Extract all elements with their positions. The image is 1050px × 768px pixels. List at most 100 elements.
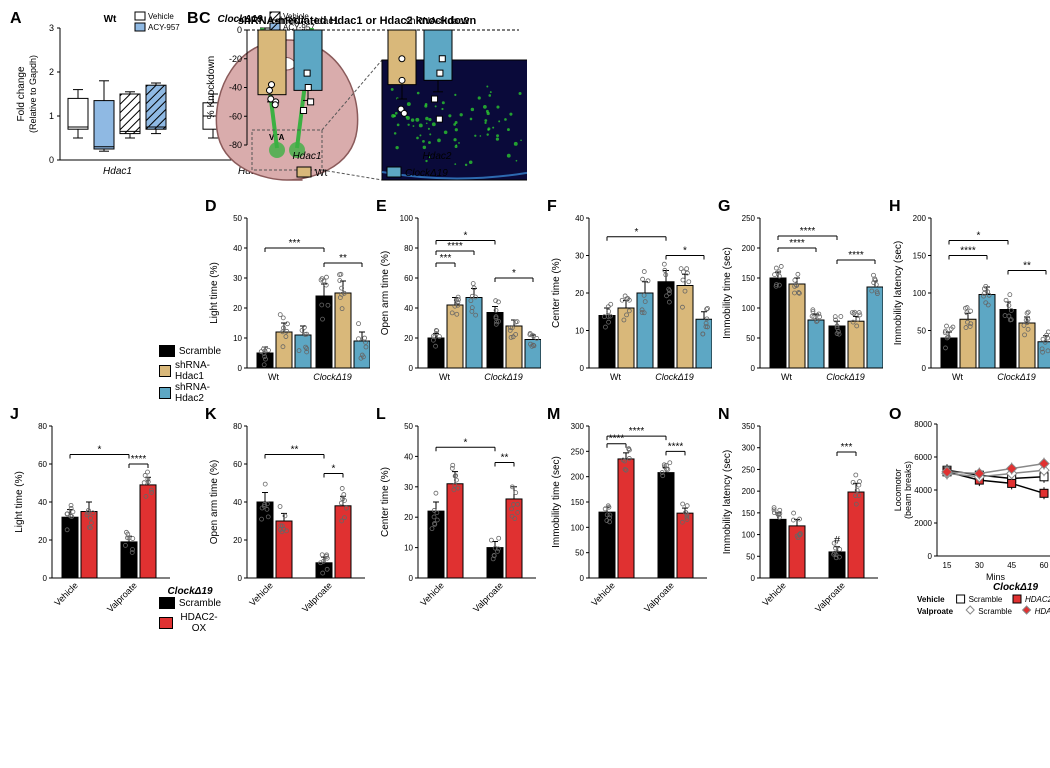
figure-grid: A 0123Fold change(Relative to Gapdh)WtCl…: [10, 10, 1040, 626]
svg-text:Vehicle: Vehicle: [52, 580, 80, 608]
svg-text:shRNA-Hdac1: shRNA-Hdac1: [275, 16, 339, 27]
svg-text:0: 0: [238, 574, 243, 583]
svg-text:2: 2: [49, 67, 54, 77]
svg-text:HDAC2-OX: HDAC2-OX: [1025, 595, 1050, 604]
svg-text:Open arm time (%): Open arm time (%): [209, 460, 220, 544]
svg-text:*: *: [464, 437, 468, 448]
svg-text:100: 100: [571, 523, 585, 532]
panel-L: L 01020304050Center time (%)***VehicleVa…: [376, 406, 541, 626]
barplot-K: 020406080Open arm time (%)***VehicleValp…: [205, 406, 370, 626]
panel-F: F 010203040Center time (%)**WtClockΔ19: [547, 198, 712, 398]
panel-G: G 050100150200250Immobility time (sec)**…: [718, 198, 883, 398]
svg-text:Valproate: Valproate: [917, 607, 954, 616]
svg-text:**: **: [1023, 261, 1031, 272]
lineplot-O: 02000400060008000Locomotor(beam breaks)1…: [889, 406, 1050, 626]
panel-B: B shRNA-mediated Hdac1 or Hdac2 knockdow…: [187, 10, 193, 190]
svg-text:8000: 8000: [914, 420, 932, 429]
svg-text:20: 20: [38, 536, 47, 545]
svg-text:**: **: [291, 445, 299, 456]
svg-text:****: ****: [447, 241, 463, 252]
svg-text:#: #: [834, 535, 841, 547]
panel-E: E 020406080100Open arm time (%)*********…: [376, 198, 541, 398]
svg-text:4000: 4000: [914, 486, 932, 495]
svg-text:Vehicle: Vehicle: [760, 580, 788, 608]
svg-text:0: 0: [580, 364, 585, 373]
svg-text:40: 40: [38, 498, 47, 507]
svg-text:-60: -60: [229, 111, 242, 121]
svg-text:100: 100: [400, 214, 414, 223]
svg-text:ClockΔ19: ClockΔ19: [405, 168, 448, 179]
barplot-C: 0-20-40-60-80% KnockdownshRNA-Hdac1shRNA…: [199, 10, 529, 190]
svg-text:****: ****: [131, 454, 147, 465]
svg-text:0: 0: [409, 574, 414, 583]
svg-text:150: 150: [742, 509, 756, 518]
svg-text:Wt: Wt: [952, 372, 963, 382]
svg-text:200: 200: [742, 244, 756, 253]
svg-text:***: ***: [289, 238, 301, 249]
svg-text:10: 10: [404, 544, 413, 553]
barplot-M: 050100150200250300Immobility time (sec)*…: [547, 406, 712, 626]
svg-text:20: 20: [233, 304, 242, 313]
barplot-N: 050100150200250300350Immobility latency …: [718, 406, 883, 626]
svg-text:350: 350: [742, 422, 756, 431]
svg-text:% Knockdown: % Knockdown: [206, 56, 217, 119]
svg-text:*: *: [332, 464, 336, 475]
svg-text:250: 250: [742, 214, 756, 223]
panel-H: H 050100150200Immobility latency (sec)**…: [889, 198, 1050, 398]
svg-text:0: 0: [409, 364, 414, 373]
svg-text:150: 150: [913, 252, 927, 261]
svg-text:60: 60: [404, 274, 413, 283]
svg-text:80: 80: [404, 244, 413, 253]
svg-text:100: 100: [913, 289, 927, 298]
svg-text:45: 45: [1007, 561, 1016, 570]
svg-text:40: 40: [404, 452, 413, 461]
panel-K: K 020406080Open arm time (%)***VehicleVa…: [205, 406, 370, 626]
svg-text:*: *: [683, 246, 687, 257]
svg-text:ACY-957: ACY-957: [148, 23, 180, 32]
svg-text:0: 0: [49, 155, 54, 165]
svg-text:15: 15: [943, 561, 952, 570]
panel-D: D 01020304050Light time (%)*****WtClockΔ…: [205, 198, 370, 398]
svg-text:0: 0: [43, 574, 48, 583]
svg-text:0: 0: [928, 552, 933, 561]
panel-N: N 050100150200250300350Immobility latenc…: [718, 406, 883, 626]
svg-text:300: 300: [571, 422, 585, 431]
panel-C: C 0-20-40-60-80% KnockdownshRNA-Hdac1shR…: [199, 10, 370, 190]
svg-text:Wt: Wt: [104, 14, 117, 25]
barplot-J: 020406080Light time (%)*****VehicleValpr…: [10, 406, 175, 626]
svg-text:Hdac1: Hdac1: [293, 151, 322, 162]
svg-text:20: 20: [404, 513, 413, 522]
svg-text:*: *: [977, 231, 981, 242]
barplot-G: 050100150200250Immobility time (sec)****…: [718, 198, 883, 398]
svg-text:****: ****: [668, 441, 684, 452]
svg-text:80: 80: [233, 422, 242, 431]
svg-text:Valproate: Valproate: [300, 580, 334, 614]
panel-M: M 050100150200250300Immobility time (sec…: [547, 406, 712, 626]
svg-text:Hdac2: Hdac2: [423, 151, 452, 162]
svg-text:300: 300: [742, 444, 756, 453]
svg-text:-80: -80: [229, 140, 242, 150]
panel-label: B: [187, 10, 199, 28]
panel-label: C: [199, 10, 211, 28]
svg-text:200: 200: [571, 473, 585, 482]
svg-text:3: 3: [49, 23, 54, 33]
svg-text:Wt: Wt: [439, 372, 450, 382]
svg-text:Valproate: Valproate: [471, 580, 505, 614]
svg-text:50: 50: [404, 422, 413, 431]
svg-text:Locomotor: Locomotor: [893, 469, 903, 512]
svg-text:-40: -40: [229, 83, 242, 93]
svg-text:****: ****: [800, 226, 816, 237]
svg-text:HDAC2-OX: HDAC2-OX: [1035, 607, 1050, 616]
svg-text:(Relative to Gapdh): (Relative to Gapdh): [28, 55, 38, 133]
svg-text:Center time (%): Center time (%): [551, 258, 562, 328]
svg-text:Vehicle: Vehicle: [917, 595, 945, 604]
svg-text:0: 0: [922, 364, 927, 373]
svg-text:60: 60: [38, 460, 47, 469]
svg-text:Scramble: Scramble: [969, 595, 1003, 604]
svg-text:*: *: [635, 227, 639, 238]
svg-text:Vehicle: Vehicle: [589, 580, 617, 608]
svg-text:Center time (%): Center time (%): [380, 467, 391, 537]
svg-text:ClockΔ19: ClockΔ19: [993, 582, 1039, 593]
svg-text:ClockΔ19: ClockΔ19: [484, 372, 523, 382]
svg-text:150: 150: [571, 498, 585, 507]
